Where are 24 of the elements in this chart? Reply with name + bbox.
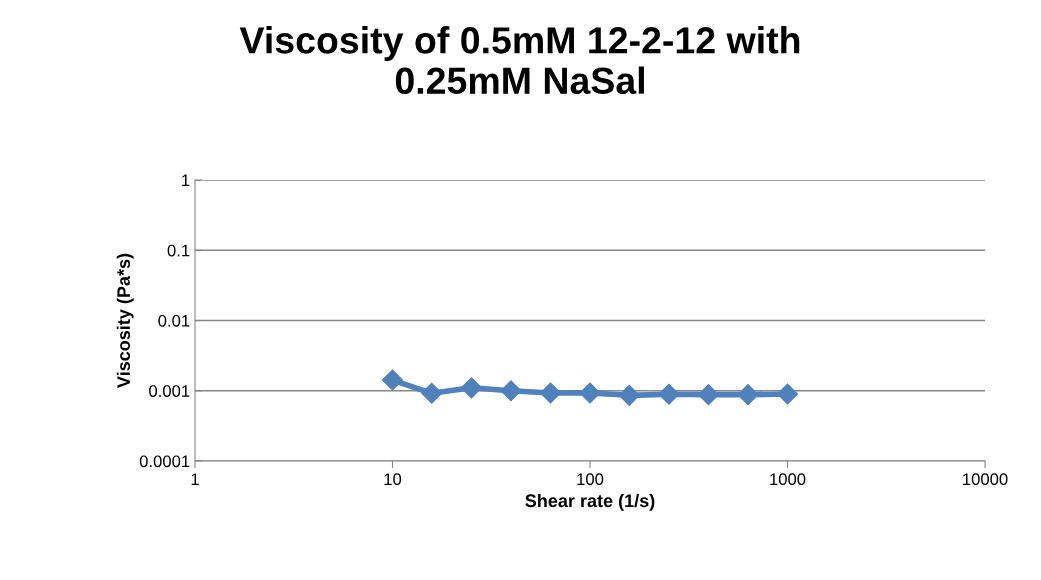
point bbox=[618, 384, 640, 406]
point bbox=[658, 383, 680, 405]
point bbox=[776, 383, 799, 405]
point bbox=[500, 380, 522, 402]
x-tick-label: 100 bbox=[577, 473, 604, 486]
x-tick-label: 1 bbox=[191, 473, 199, 485]
point bbox=[579, 382, 601, 404]
x-tick-label: 1000 bbox=[770, 473, 806, 486]
point bbox=[539, 382, 562, 404]
chart-title: Viscosity of 0.5mM 12-2-12 with 0.25mM NaSal bbox=[239, 26, 800, 95]
y-tick-label: 0.0001 bbox=[139, 455, 190, 468]
x-tick-label: 10 bbox=[384, 473, 402, 486]
y-tick-label: 1 bbox=[182, 174, 190, 187]
point bbox=[737, 384, 759, 406]
x-tick-label: 10000 bbox=[963, 473, 1008, 486]
point bbox=[381, 369, 404, 391]
point bbox=[460, 377, 482, 399]
y-tick-label: 0.01 bbox=[158, 314, 190, 327]
point bbox=[697, 384, 719, 406]
point bbox=[421, 382, 443, 404]
x-axis-title: Shear rate (1/s) bbox=[525, 493, 655, 511]
y-tick-label: 0.001 bbox=[149, 385, 190, 397]
y-tick-label: 0.1 bbox=[167, 244, 190, 257]
y-axis-title: Viscosity (Pa*s) bbox=[116, 253, 134, 388]
